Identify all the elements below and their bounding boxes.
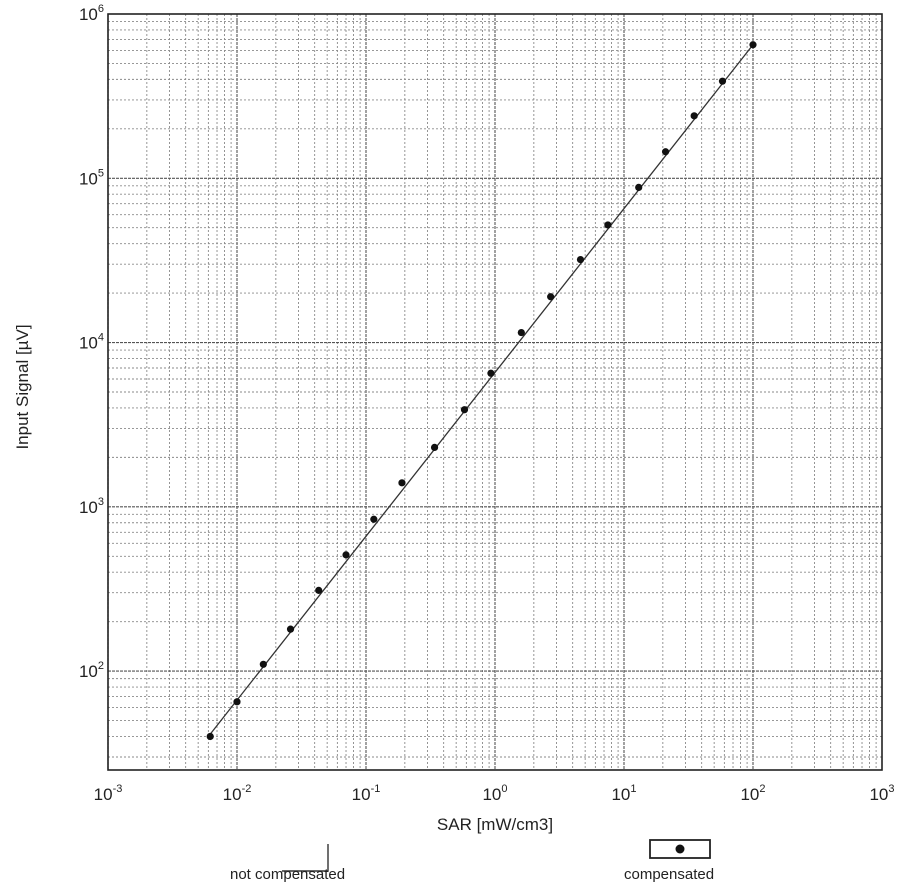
data-point-compensated xyxy=(206,732,214,741)
x-tick-base: 10 xyxy=(740,785,759,804)
data-point-compensated xyxy=(430,443,439,452)
x-tick-label: 10-3 xyxy=(94,783,123,804)
data-point-compensated xyxy=(547,293,555,301)
y-axis-label: Input Signal [µV] xyxy=(13,324,32,449)
data-point-compensated xyxy=(460,406,469,414)
x-tick-exponent: -2 xyxy=(242,783,252,795)
data-point-compensated xyxy=(370,515,378,523)
series-line-not-compensated xyxy=(207,44,754,737)
x-tick-exponent: 0 xyxy=(501,783,507,795)
y-tick-base: 10 xyxy=(79,169,98,188)
x-tick-exponent: -1 xyxy=(371,783,381,795)
x-tick-label: 100 xyxy=(482,783,507,804)
data-point-compensated xyxy=(661,148,670,156)
grid xyxy=(107,14,882,770)
legend-line-swatch xyxy=(282,844,329,872)
y-tick-exponent: 3 xyxy=(98,496,104,508)
x-tick-exponent: 2 xyxy=(759,783,765,795)
y-tick-label: 106 xyxy=(79,3,104,24)
x-tick-exponent: 3 xyxy=(888,783,894,795)
x-tick-exponent: -3 xyxy=(113,783,123,795)
x-tick-base: 10 xyxy=(352,785,371,804)
data-point-compensated xyxy=(749,41,757,49)
y-tick-exponent: 4 xyxy=(98,332,104,344)
x-tick-label: 102 xyxy=(740,783,765,804)
y-tick-base: 10 xyxy=(79,334,98,353)
data-point-compensated xyxy=(259,660,267,668)
y-tick-exponent: 5 xyxy=(98,167,104,179)
y-tick-label: 102 xyxy=(79,660,104,681)
data-point-compensated xyxy=(576,255,585,264)
y-tick-base: 10 xyxy=(79,662,98,681)
x-tick-label: 10-1 xyxy=(352,783,381,804)
data-point-compensated xyxy=(487,369,495,377)
legend-not-compensated-label: not compensated xyxy=(230,866,346,883)
x-tick-label: 101 xyxy=(611,783,636,804)
x-tick-base: 10 xyxy=(223,785,242,804)
data-point-compensated xyxy=(517,328,525,337)
y-tick-label: 104 xyxy=(79,332,104,353)
legend-marker-swatch xyxy=(649,839,711,859)
data-point-compensated xyxy=(315,586,323,594)
data-point-compensated xyxy=(690,112,698,120)
legend-compensated-label: compensated xyxy=(624,866,715,883)
y-tick-label: 103 xyxy=(79,496,104,517)
plot-frame xyxy=(107,13,883,771)
y-tick-base: 10 xyxy=(79,5,98,24)
data-point-compensated xyxy=(342,551,350,559)
data-point-compensated xyxy=(718,77,727,85)
x-tick-base: 10 xyxy=(611,785,630,804)
x-tick-base: 10 xyxy=(482,785,501,804)
data-point-compensated xyxy=(286,625,295,633)
x-tick-label: 10-2 xyxy=(223,783,252,804)
x-tick-base: 10 xyxy=(869,785,888,804)
x-tick-label: 103 xyxy=(869,783,894,804)
y-tick-base: 10 xyxy=(79,498,98,517)
data-point-compensated xyxy=(604,221,612,229)
data-point-compensated xyxy=(398,479,406,487)
x-tick-exponent: 1 xyxy=(630,783,636,795)
y-tick-exponent: 2 xyxy=(98,660,104,672)
y-tick-exponent: 6 xyxy=(98,3,104,15)
x-tick-base: 10 xyxy=(94,785,113,804)
data-marks xyxy=(206,41,757,741)
data-point-compensated xyxy=(635,183,643,191)
y-tick-label: 105 xyxy=(79,167,104,188)
x-axis-label: SAR [mW/cm3] xyxy=(437,815,553,834)
data-point-compensated xyxy=(233,698,241,706)
